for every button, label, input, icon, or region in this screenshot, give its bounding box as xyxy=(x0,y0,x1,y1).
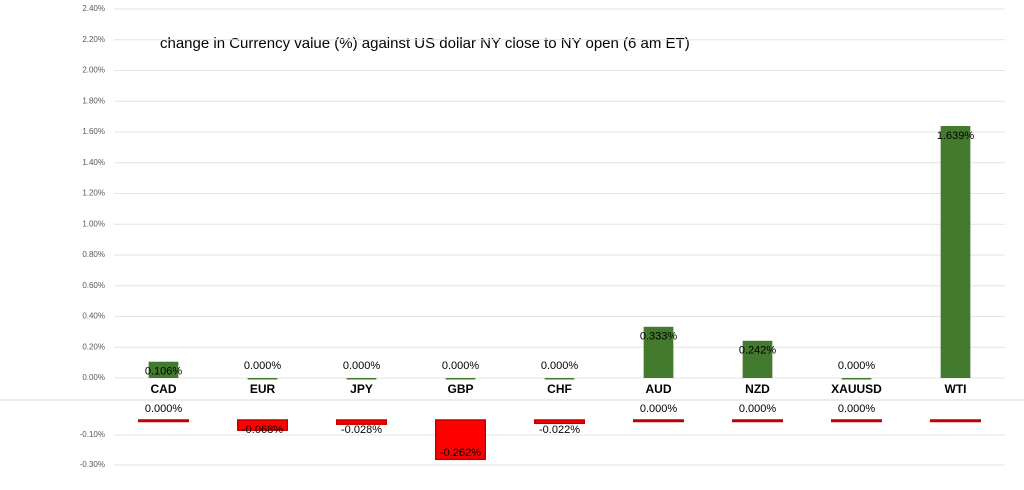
bar xyxy=(435,419,486,461)
bar xyxy=(148,361,179,378)
bar xyxy=(633,419,684,423)
bar xyxy=(831,419,882,423)
y-tick-label: -0.10% xyxy=(80,430,105,439)
y-tick-label: 2.20% xyxy=(82,35,105,44)
bar xyxy=(237,419,288,431)
data-label: 0.000% xyxy=(343,360,381,372)
data-label: 0.000% xyxy=(244,360,282,372)
bar xyxy=(643,326,674,378)
y-tick-label: 1.20% xyxy=(82,189,105,198)
data-label: -0.068% xyxy=(242,424,283,436)
y-tick-label: 2.40% xyxy=(82,4,105,13)
bar xyxy=(534,419,585,425)
data-label: 0.242% xyxy=(739,345,777,357)
y-tick-label: 1.40% xyxy=(82,158,105,167)
y-tick-label: 1.60% xyxy=(82,127,105,136)
x-tick-label: NZD xyxy=(745,382,770,396)
bar xyxy=(841,378,872,380)
y-tick-label: 1.80% xyxy=(82,96,105,105)
bar xyxy=(346,378,377,380)
data-label: -0.028% xyxy=(341,424,382,436)
y-tick-label: 0.60% xyxy=(82,281,105,290)
y-tick-label: 2.00% xyxy=(82,66,105,75)
bar xyxy=(742,340,773,378)
bar xyxy=(138,419,189,423)
bar xyxy=(247,378,278,380)
y-tick-label: 1.00% xyxy=(82,219,105,228)
y-tick-label: 0.20% xyxy=(82,342,105,351)
bar xyxy=(940,126,971,378)
x-tick-label: GBP xyxy=(447,382,473,396)
chart-title: change in Currency value (%) against US … xyxy=(160,35,690,52)
y-tick-label: 0.40% xyxy=(82,312,105,321)
data-label: -0.262% xyxy=(440,447,481,459)
x-tick-label: AUD xyxy=(646,382,672,396)
bar xyxy=(930,419,981,423)
data-label: 0.000% xyxy=(838,360,876,372)
data-label: 0.333% xyxy=(640,331,678,343)
y-tick-label: 0.00% xyxy=(82,373,105,382)
data-label: 0.000% xyxy=(640,403,678,415)
data-label: 0.000% xyxy=(442,360,480,372)
data-label: 1.639% xyxy=(937,130,975,142)
bar xyxy=(336,419,387,425)
data-label: 0.000% xyxy=(838,403,876,415)
x-tick-label: EUR xyxy=(250,382,276,396)
data-label: 0.000% xyxy=(739,403,777,415)
y-tick-label: 0.80% xyxy=(82,250,105,259)
x-tick-label: XAUUSD xyxy=(831,382,882,396)
x-tick-label: CHF xyxy=(547,382,572,396)
x-tick-label: WTI xyxy=(945,382,967,396)
x-tick-label: JPY xyxy=(350,382,373,396)
data-label: 0.106% xyxy=(145,366,183,378)
bar xyxy=(445,378,476,380)
data-label: -0.022% xyxy=(539,424,580,436)
bar xyxy=(544,378,575,380)
bar xyxy=(732,419,783,423)
y-tick-label: -0.30% xyxy=(80,460,105,469)
data-label: 0.000% xyxy=(145,403,183,415)
data-label: 0.000% xyxy=(541,360,579,372)
x-tick-label: CAD xyxy=(151,382,177,396)
